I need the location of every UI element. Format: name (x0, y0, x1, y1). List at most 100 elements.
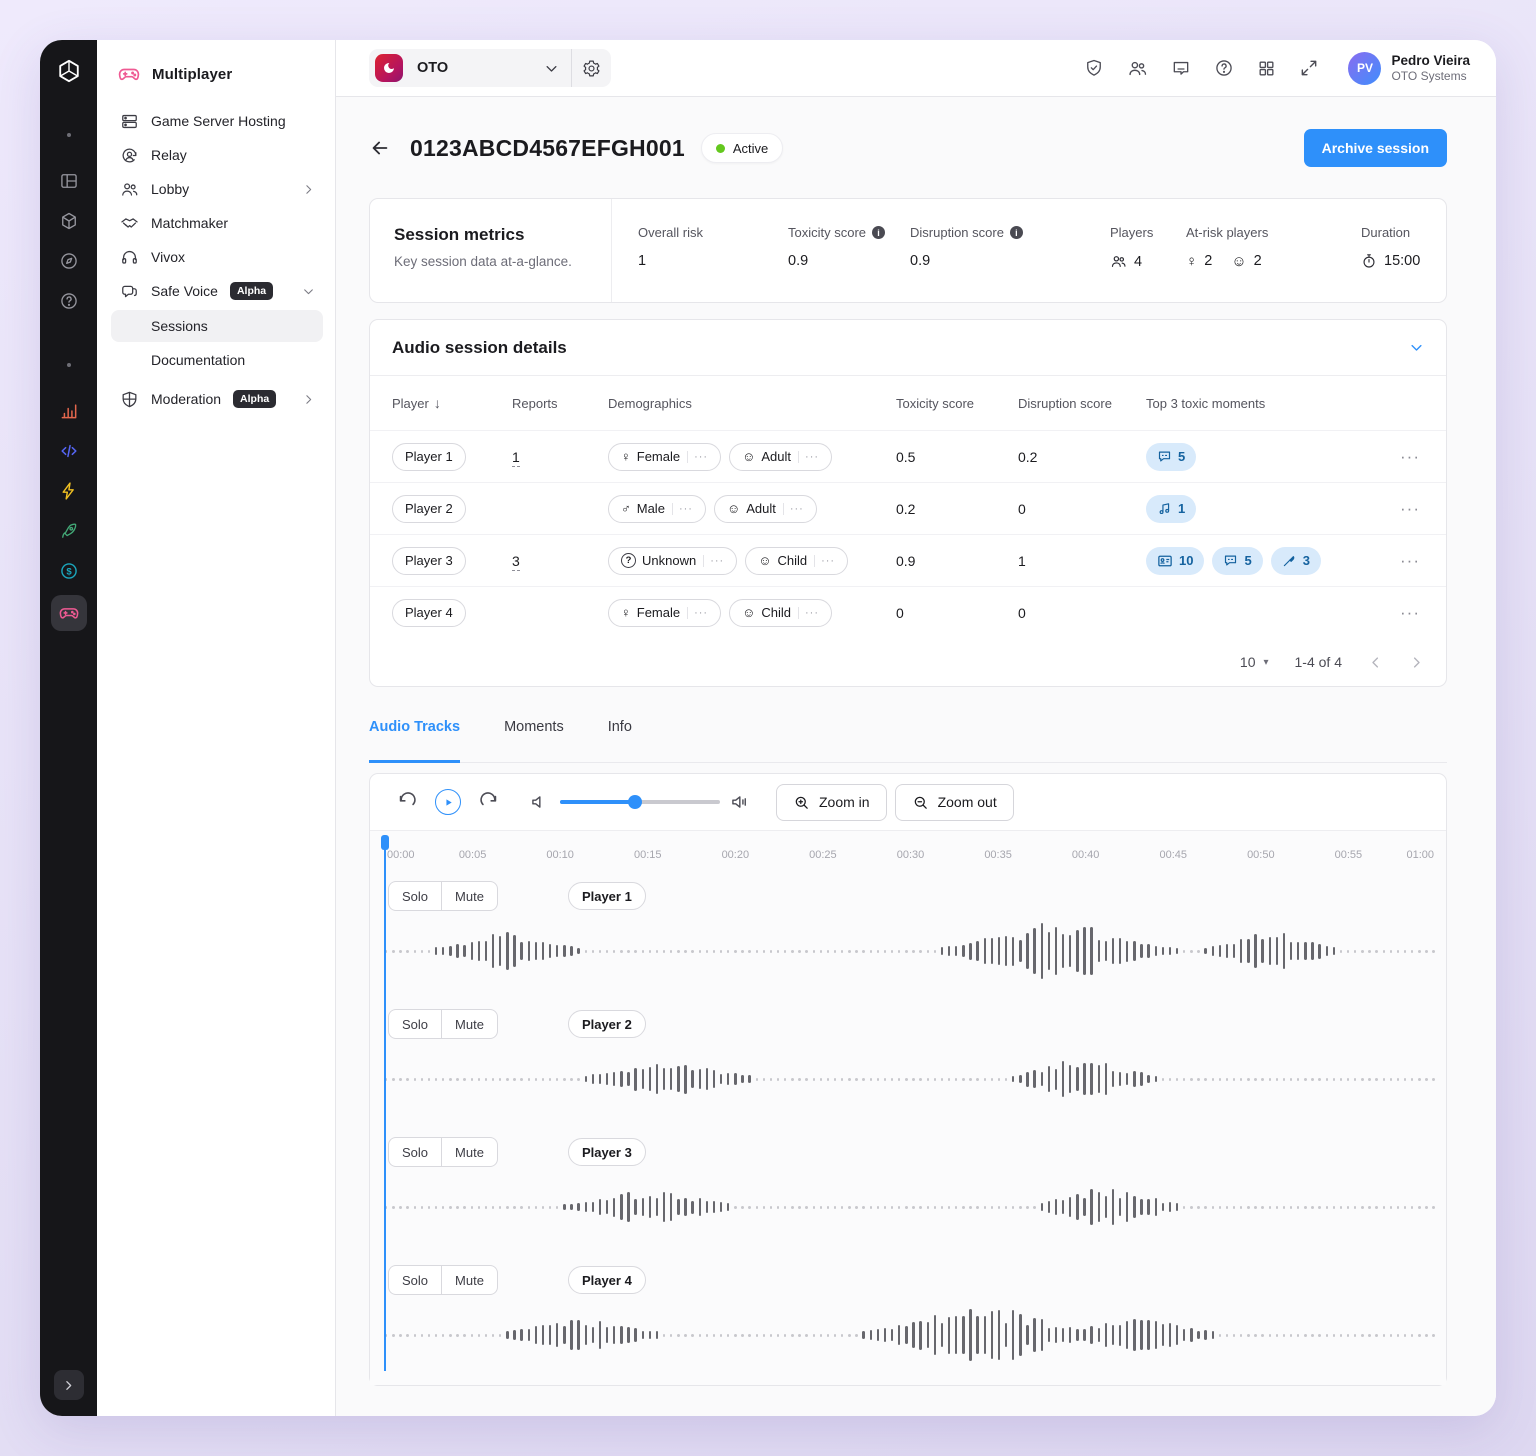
solo-button[interactable]: Solo (388, 881, 442, 911)
sidebar-item-moderation[interactable]: Moderation Alpha (111, 382, 323, 416)
fullscreen-icon[interactable] (1299, 58, 1319, 78)
rocket-icon[interactable] (51, 515, 87, 547)
project-selector[interactable]: OTO (369, 49, 612, 87)
apps-grid-icon[interactable] (1257, 59, 1276, 78)
sidebar-item-safe-voice[interactable]: Safe Voice Alpha (111, 274, 323, 308)
toxic-moment-badge-speech[interactable]: 5 (1212, 546, 1263, 575)
waveform-player-2[interactable] (385, 1047, 1436, 1111)
track-name-pill[interactable]: Player 1 (567, 882, 646, 910)
code-icon[interactable] (51, 435, 87, 467)
mute-button[interactable]: Mute (441, 1137, 498, 1167)
track-name-pill[interactable]: Player 3 (567, 1138, 646, 1166)
project-settings-gear-icon[interactable] (582, 59, 601, 78)
row-actions-icon[interactable]: ··· (1400, 602, 1420, 622)
reports-link[interactable]: 3 (512, 552, 520, 571)
unity-logo-icon[interactable] (51, 55, 87, 87)
sidebar-item-lobby[interactable]: Lobby (111, 172, 323, 206)
mute-button[interactable]: Mute (441, 1265, 498, 1295)
zoom-in-button[interactable]: Zoom in (776, 783, 887, 821)
volume-high-icon[interactable] (730, 792, 750, 812)
row-actions-icon[interactable]: ··· (1400, 550, 1420, 570)
info-icon[interactable]: i (1009, 226, 1023, 239)
age-pill[interactable]: ☺ Child ··· (745, 546, 849, 575)
row-actions-icon[interactable]: ··· (1400, 446, 1420, 466)
player-pill[interactable]: Player 3 (392, 546, 466, 575)
next-page-icon[interactable] (1409, 655, 1424, 670)
chevron-right-icon (302, 393, 315, 406)
members-icon[interactable] (1127, 58, 1148, 79)
zoom-out-button[interactable]: Zoom out (894, 783, 1014, 821)
more-icon: ··· (798, 606, 819, 619)
help-circle-icon[interactable] (1214, 58, 1234, 78)
player-pill[interactable]: Player 2 (392, 494, 466, 523)
cube-icon[interactable] (51, 205, 87, 237)
mute-button[interactable]: Mute (441, 881, 498, 911)
volume-slider[interactable] (560, 795, 720, 809)
project-logo (375, 54, 403, 82)
age-pill[interactable]: ☺ Adult ··· (713, 494, 817, 523)
info-icon[interactable]: i (872, 226, 886, 239)
playhead-handle[interactable] (381, 835, 389, 850)
analytics-icon[interactable] (51, 395, 87, 427)
age-pill[interactable]: ☺ Child ··· (729, 598, 833, 627)
mute-button[interactable]: Mute (441, 1009, 498, 1039)
waveform-player-1[interactable] (385, 919, 1436, 983)
toxic-moment-badge-speech[interactable]: 5 (1146, 442, 1197, 471)
tab-audio-tracks[interactable]: Audio Tracks (369, 719, 461, 763)
volume-thumb[interactable] (628, 795, 643, 809)
skip-back-icon[interactable] (396, 791, 417, 813)
player-pill[interactable]: Player 1 (392, 442, 466, 471)
tab-moments[interactable]: Moments (504, 719, 564, 735)
expand-sidebar-button[interactable] (53, 1370, 84, 1400)
reports-link[interactable]: 1 (512, 448, 520, 467)
tab-info[interactable]: Info (607, 719, 632, 735)
sidebar-item-relay[interactable]: Relay (111, 138, 323, 172)
collapse-chevron-icon[interactable] (1409, 340, 1424, 355)
multiplayer-icon[interactable] (50, 595, 87, 631)
prev-page-icon[interactable] (1368, 655, 1383, 670)
track-name-pill[interactable]: Player 4 (567, 1266, 646, 1294)
play-button[interactable] (435, 789, 461, 815)
page-size-select[interactable]: 10 ▾ (1239, 654, 1269, 670)
safe-voice-icon (119, 281, 139, 301)
archive-session-button[interactable]: Archive session (1303, 129, 1447, 167)
toxic-moment-badge-music[interactable]: 1 (1146, 494, 1197, 523)
toxic-moment-badge-knife[interactable]: 3 (1270, 546, 1321, 575)
row-actions-icon[interactable]: ··· (1400, 498, 1420, 518)
sidebar-item-documentation[interactable]: Documentation (151, 352, 246, 368)
sidebar-item-vivox[interactable]: Vivox (111, 240, 323, 274)
player-pill[interactable]: Player 4 (392, 598, 466, 627)
waveform-player-3[interactable] (385, 1175, 1436, 1239)
solo-button[interactable]: Solo (388, 1137, 442, 1167)
solo-button[interactable]: Solo (388, 1009, 442, 1039)
dashboard-icon[interactable] (51, 165, 87, 197)
age-pill[interactable]: ☺ Adult ··· (729, 442, 833, 471)
feedback-icon[interactable] (1171, 58, 1191, 78)
gender-pill[interactable]: ♀ Female ··· (608, 598, 722, 627)
gender-pill[interactable]: ? Unknown ··· (608, 546, 738, 575)
alpha-badge: Alpha (233, 390, 277, 408)
sidebar-item-sessions[interactable]: Sessions (111, 310, 323, 342)
track-name-pill[interactable]: Player 2 (567, 1010, 646, 1038)
toxic-moment-badge-id-card[interactable]: 10 (1146, 546, 1205, 575)
sort-desc-icon[interactable]: ↓ (433, 395, 441, 411)
dollar-icon[interactable]: $ (51, 555, 87, 587)
sidebar-item-matchmaker[interactable]: Matchmaker (111, 206, 323, 240)
timeline[interactable]: 00:00 00:05 00:10 00:15 00:20 00:25 00:30 00:35… (370, 831, 1446, 1385)
volume-low-icon[interactable] (530, 792, 550, 812)
compass-icon[interactable] (51, 245, 87, 277)
metrics-title: Session metrics (394, 225, 525, 244)
help-icon[interactable] (51, 285, 87, 317)
gender-pill[interactable]: ♀ Female ··· (608, 442, 722, 471)
solo-button[interactable]: Solo (388, 1265, 442, 1295)
skip-forward-icon[interactable] (479, 791, 500, 813)
back-arrow-icon[interactable] (369, 137, 391, 159)
sidebar-item-game-server-hosting[interactable]: Game Server Hosting (111, 104, 323, 138)
time-ruler[interactable]: 00:00 00:05 00:10 00:15 00:20 00:25 00:30 00:35… (385, 841, 1436, 871)
privacy-shield-icon[interactable] (1084, 58, 1104, 78)
user-menu[interactable]: PV Pedro Vieira OTO Systems (1348, 51, 1470, 85)
lightning-icon[interactable] (51, 475, 87, 507)
audio-player-card: Zoom in Zoom out 00:00 00:05 00:10 00:15 00:… (369, 773, 1447, 1386)
waveform-player-4[interactable] (385, 1303, 1436, 1367)
gender-pill[interactable]: ♂ Male ··· (608, 494, 706, 523)
